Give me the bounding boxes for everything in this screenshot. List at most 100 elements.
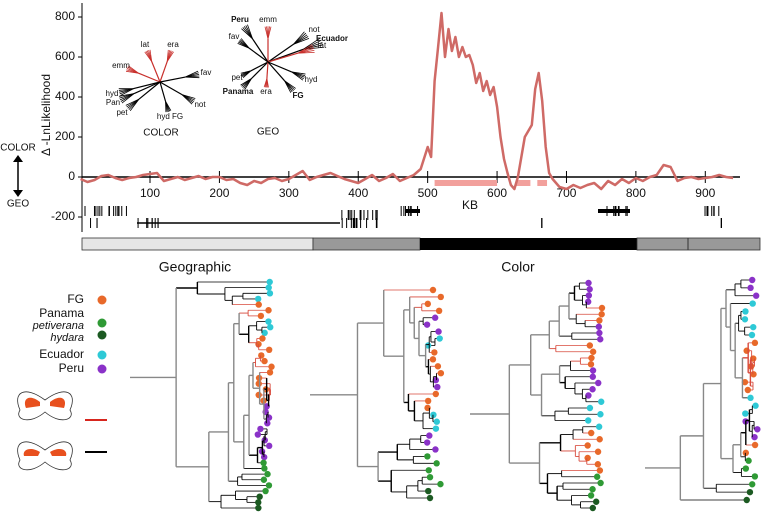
tree-tip — [240, 78, 252, 86]
tree-tip — [265, 284, 272, 291]
tree-tip — [597, 411, 604, 418]
y-tick-label: -200 — [51, 209, 75, 223]
tree-tip — [594, 448, 602, 455]
tree-tip — [596, 317, 603, 324]
tree-tip — [247, 24, 253, 40]
tree-branch — [133, 81, 161, 95]
tree-tip — [742, 410, 749, 417]
tree-tip — [429, 356, 437, 363]
tree-tip — [742, 465, 749, 472]
tree-tip — [594, 461, 602, 468]
tree-tip — [424, 404, 431, 412]
tree-label: Ecuador — [316, 34, 348, 43]
tree-label: emm — [259, 15, 277, 24]
legend-dot — [97, 330, 107, 340]
tree-tip — [596, 467, 604, 474]
tree-label: lat — [318, 41, 327, 50]
tree-tip — [744, 386, 752, 394]
tree-tip — [265, 346, 273, 353]
tree-tip — [586, 286, 593, 293]
y-tick-label: 600 — [55, 49, 75, 63]
tree-label: FG — [292, 91, 303, 100]
y-tick-label: 800 — [55, 9, 75, 23]
tree-tip — [434, 363, 442, 370]
tree-tip — [751, 339, 759, 347]
tree-tip — [595, 379, 602, 387]
tree-label: pet — [231, 73, 243, 82]
tree-tip — [597, 336, 604, 343]
direction-label: GEO — [7, 199, 29, 210]
tree-tip — [750, 371, 757, 378]
tree-branch — [133, 81, 161, 90]
tree-tip — [747, 284, 754, 292]
tree-tip — [302, 37, 321, 50]
tree-tip — [748, 331, 756, 339]
tree-tip — [588, 354, 595, 362]
butterfly-icon — [17, 391, 107, 471]
legend-dot — [97, 364, 107, 374]
tree-tip — [257, 312, 265, 320]
tree-tip — [584, 454, 591, 462]
tree-branch — [159, 76, 186, 83]
tree-tip — [259, 335, 266, 342]
tree-tip — [291, 71, 304, 81]
tree-tip — [589, 367, 597, 374]
tree-branch — [151, 61, 161, 83]
tree-tip — [261, 437, 268, 444]
tree-tip — [596, 329, 603, 337]
tree-tip — [258, 352, 265, 359]
x-tick-label: 600 — [487, 186, 507, 200]
tree-tip — [431, 314, 439, 321]
legend-label: hydara — [50, 332, 84, 344]
tree-tip — [125, 98, 140, 106]
y-tick-label: 400 — [55, 89, 75, 103]
tree-tip — [424, 342, 432, 349]
tree-tip — [240, 70, 252, 74]
tree-tip — [751, 441, 759, 449]
tree-tip — [432, 376, 439, 384]
tree-tip — [437, 480, 444, 488]
tree-tip — [432, 425, 440, 432]
tree-tip — [423, 439, 431, 446]
tree-tip — [589, 504, 596, 512]
tree-tip — [260, 476, 268, 483]
tree-tip — [437, 370, 445, 377]
tree-tip — [303, 44, 324, 50]
tree-tip — [587, 492, 595, 499]
tree-tip — [749, 481, 756, 488]
tree-tip — [584, 442, 591, 449]
tree-tip — [166, 51, 174, 62]
tree-tip — [255, 504, 262, 512]
tree-tip — [597, 479, 604, 487]
x-axis-label: KB — [462, 198, 478, 212]
tree-branch — [159, 81, 167, 102]
tree-label: not — [308, 25, 320, 34]
scaffold-bar — [81, 237, 761, 251]
tree-tip — [268, 363, 275, 370]
tree-tip — [741, 378, 749, 386]
tree-label: hyd — [305, 75, 318, 84]
tree-tip — [265, 307, 272, 314]
x-tick-label: 800 — [626, 186, 646, 200]
tree-tip — [266, 290, 274, 297]
tree-tip — [297, 51, 315, 54]
tree-tip — [425, 487, 432, 495]
tree-tip — [589, 386, 596, 393]
tree-label: Pan — [106, 98, 120, 107]
highlight-region — [537, 180, 548, 186]
tree-tip — [585, 292, 593, 299]
tree-tip — [595, 323, 603, 330]
tree-tip — [589, 486, 596, 493]
highlight-region — [516, 180, 531, 186]
tree-tip — [240, 38, 250, 49]
tree-tip — [423, 321, 431, 328]
y-tick-label: 0 — [68, 169, 75, 183]
tree-tip — [598, 398, 605, 405]
x-tick-label: 900 — [695, 186, 715, 200]
tree-label: Peru — [231, 15, 249, 24]
tree-tip — [430, 411, 437, 418]
tree-branch — [248, 47, 269, 63]
x-tick-label: 200 — [209, 186, 229, 200]
tree-tip — [435, 328, 442, 335]
legend-label: FG — [67, 292, 84, 306]
